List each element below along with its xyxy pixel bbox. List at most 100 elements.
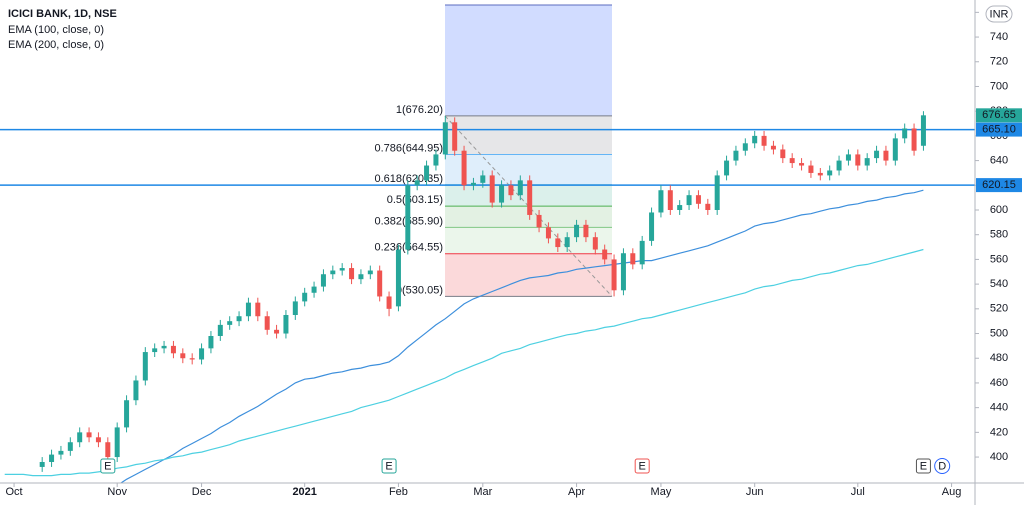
event-label: D xyxy=(938,460,946,472)
candle-body xyxy=(377,270,383,297)
candle-body xyxy=(395,249,401,307)
candle-body xyxy=(630,253,636,265)
y-tick-label: 700 xyxy=(990,80,1008,92)
candle-body xyxy=(527,180,533,215)
y-tick-label: 480 xyxy=(990,352,1008,364)
x-tick-label: Jun xyxy=(746,486,764,498)
candle-body xyxy=(695,195,701,204)
candle-body xyxy=(442,122,448,155)
price-label: 620.15 xyxy=(982,179,1016,191)
candle-body xyxy=(58,450,64,455)
candle-body xyxy=(461,150,467,186)
fib-label: 0.5(603.15) xyxy=(387,194,443,206)
y-tick-label: 560 xyxy=(990,253,1008,265)
candle-body xyxy=(574,224,580,238)
candle-body xyxy=(536,214,542,228)
event-marker xyxy=(915,458,931,474)
candle-body xyxy=(433,154,439,166)
y-tick-label: 740 xyxy=(990,31,1008,43)
candle-body xyxy=(236,316,242,322)
candle-body xyxy=(667,190,673,210)
candle-body xyxy=(677,205,683,210)
candle-body xyxy=(705,203,711,210)
candle-body xyxy=(770,145,776,150)
fib-band xyxy=(445,253,612,297)
candle-body xyxy=(227,321,233,325)
x-tick-label: Jul xyxy=(851,486,865,498)
candle-body xyxy=(808,165,814,173)
candle-body xyxy=(920,115,926,146)
candle-body xyxy=(152,348,158,353)
candle-body xyxy=(189,358,195,360)
candle-body xyxy=(180,353,186,359)
candle-body xyxy=(292,301,298,315)
candle-body xyxy=(845,154,851,161)
candle-body xyxy=(602,249,608,260)
candle-body xyxy=(911,128,917,151)
candle-body xyxy=(620,253,626,291)
candle-body xyxy=(480,175,486,183)
y-tick-label: 640 xyxy=(990,154,1008,166)
event-label: E xyxy=(385,460,392,472)
candle-body xyxy=(836,160,842,171)
y-tick-label: 720 xyxy=(990,56,1008,68)
currency-label: INR xyxy=(990,8,1009,20)
y-tick-label: 400 xyxy=(990,451,1008,463)
candle-body xyxy=(733,150,739,161)
candle-body xyxy=(142,352,148,381)
candle-body xyxy=(367,270,373,275)
candle-body xyxy=(424,165,430,181)
candle-body xyxy=(892,138,898,161)
candle-body xyxy=(339,268,345,271)
x-tick-label: Nov xyxy=(107,486,127,498)
y-tick-label: 420 xyxy=(990,426,1008,438)
candle-body xyxy=(49,454,55,462)
candle-body xyxy=(742,143,748,151)
fib-label: 0.618(620.35) xyxy=(375,173,444,185)
candle-body xyxy=(611,259,617,291)
x-tick-label: Apr xyxy=(568,486,585,498)
candle-body xyxy=(827,170,833,176)
event-marker xyxy=(100,458,116,474)
candle-body xyxy=(77,432,83,443)
candle-body xyxy=(320,274,326,287)
fib-band xyxy=(445,115,612,155)
candle-body xyxy=(855,154,861,166)
price-label-box xyxy=(976,178,1022,193)
x-tick-label: Aug xyxy=(942,486,962,498)
plot-area: 1(676.20) 0.786(644.95) 0.618(620.35) 0.5(6… xyxy=(0,4,975,483)
axes: 4004204404604805005205405605806006206406… xyxy=(6,5,1022,498)
candle-body xyxy=(789,158,795,164)
x-tick-label: Feb xyxy=(389,486,408,498)
candle-body xyxy=(95,437,101,443)
candle-body xyxy=(39,462,45,467)
ema-line xyxy=(4,248,924,477)
candle-body xyxy=(714,175,720,210)
last-price-label: 676.65 xyxy=(982,109,1016,121)
y-tick-label: 580 xyxy=(990,229,1008,241)
x-tick-label: Oct xyxy=(6,486,23,498)
candle-body xyxy=(639,240,645,265)
candle-body xyxy=(302,292,308,302)
candle-body xyxy=(264,316,270,330)
event-label: E xyxy=(104,460,111,472)
candle-body xyxy=(752,135,758,144)
candle-body xyxy=(761,135,767,146)
y-tick-label: 540 xyxy=(990,278,1008,290)
candle-body xyxy=(133,380,139,401)
y-tick-label: 500 xyxy=(990,327,1008,339)
last-price-box xyxy=(976,108,1022,123)
legend-entry: EMA (100, close, 0) xyxy=(8,24,104,36)
candle-body xyxy=(489,175,495,203)
candle-body xyxy=(902,128,908,139)
y-tick-label: 460 xyxy=(990,377,1008,389)
candle-body xyxy=(86,432,92,438)
fib-label: 0.786(644.95) xyxy=(375,142,444,154)
candle-body xyxy=(311,286,317,293)
candle-body xyxy=(170,345,176,354)
candle-body xyxy=(283,315,289,334)
y-tick-label: 520 xyxy=(990,303,1008,315)
x-tick-label: 2021 xyxy=(292,486,316,498)
